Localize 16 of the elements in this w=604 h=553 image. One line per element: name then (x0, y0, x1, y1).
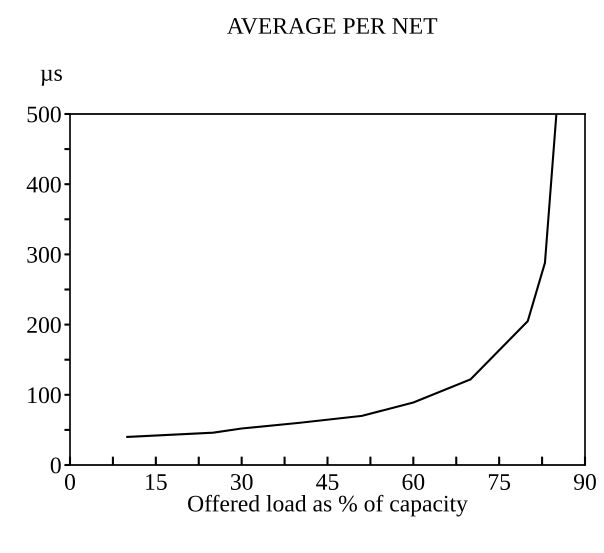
x-tick-label: 60 (402, 474, 424, 490)
y-tick-label: 200 (27, 317, 61, 334)
x-axis-title: Offered load as % of capacity (188, 494, 468, 516)
y-tick-label: 0 (50, 457, 61, 474)
x-tick-label: 90 (574, 474, 596, 490)
y-tick-label: 400 (26, 176, 61, 193)
x-tick-label: 15 (146, 474, 167, 490)
chart-title: AVERAGE PER NET (227, 18, 438, 34)
y-axis-title: µs (40, 70, 62, 86)
x-tick-label: 30 (230, 474, 253, 490)
x-tick-label: 75 (488, 474, 510, 490)
y-tick-label: 100 (28, 387, 61, 404)
y-tick-label: 300 (27, 246, 61, 263)
x-tick-label: 0 (64, 474, 76, 490)
x-tick-label: 45 (316, 474, 338, 490)
y-tick-label: 500 (28, 106, 61, 122)
